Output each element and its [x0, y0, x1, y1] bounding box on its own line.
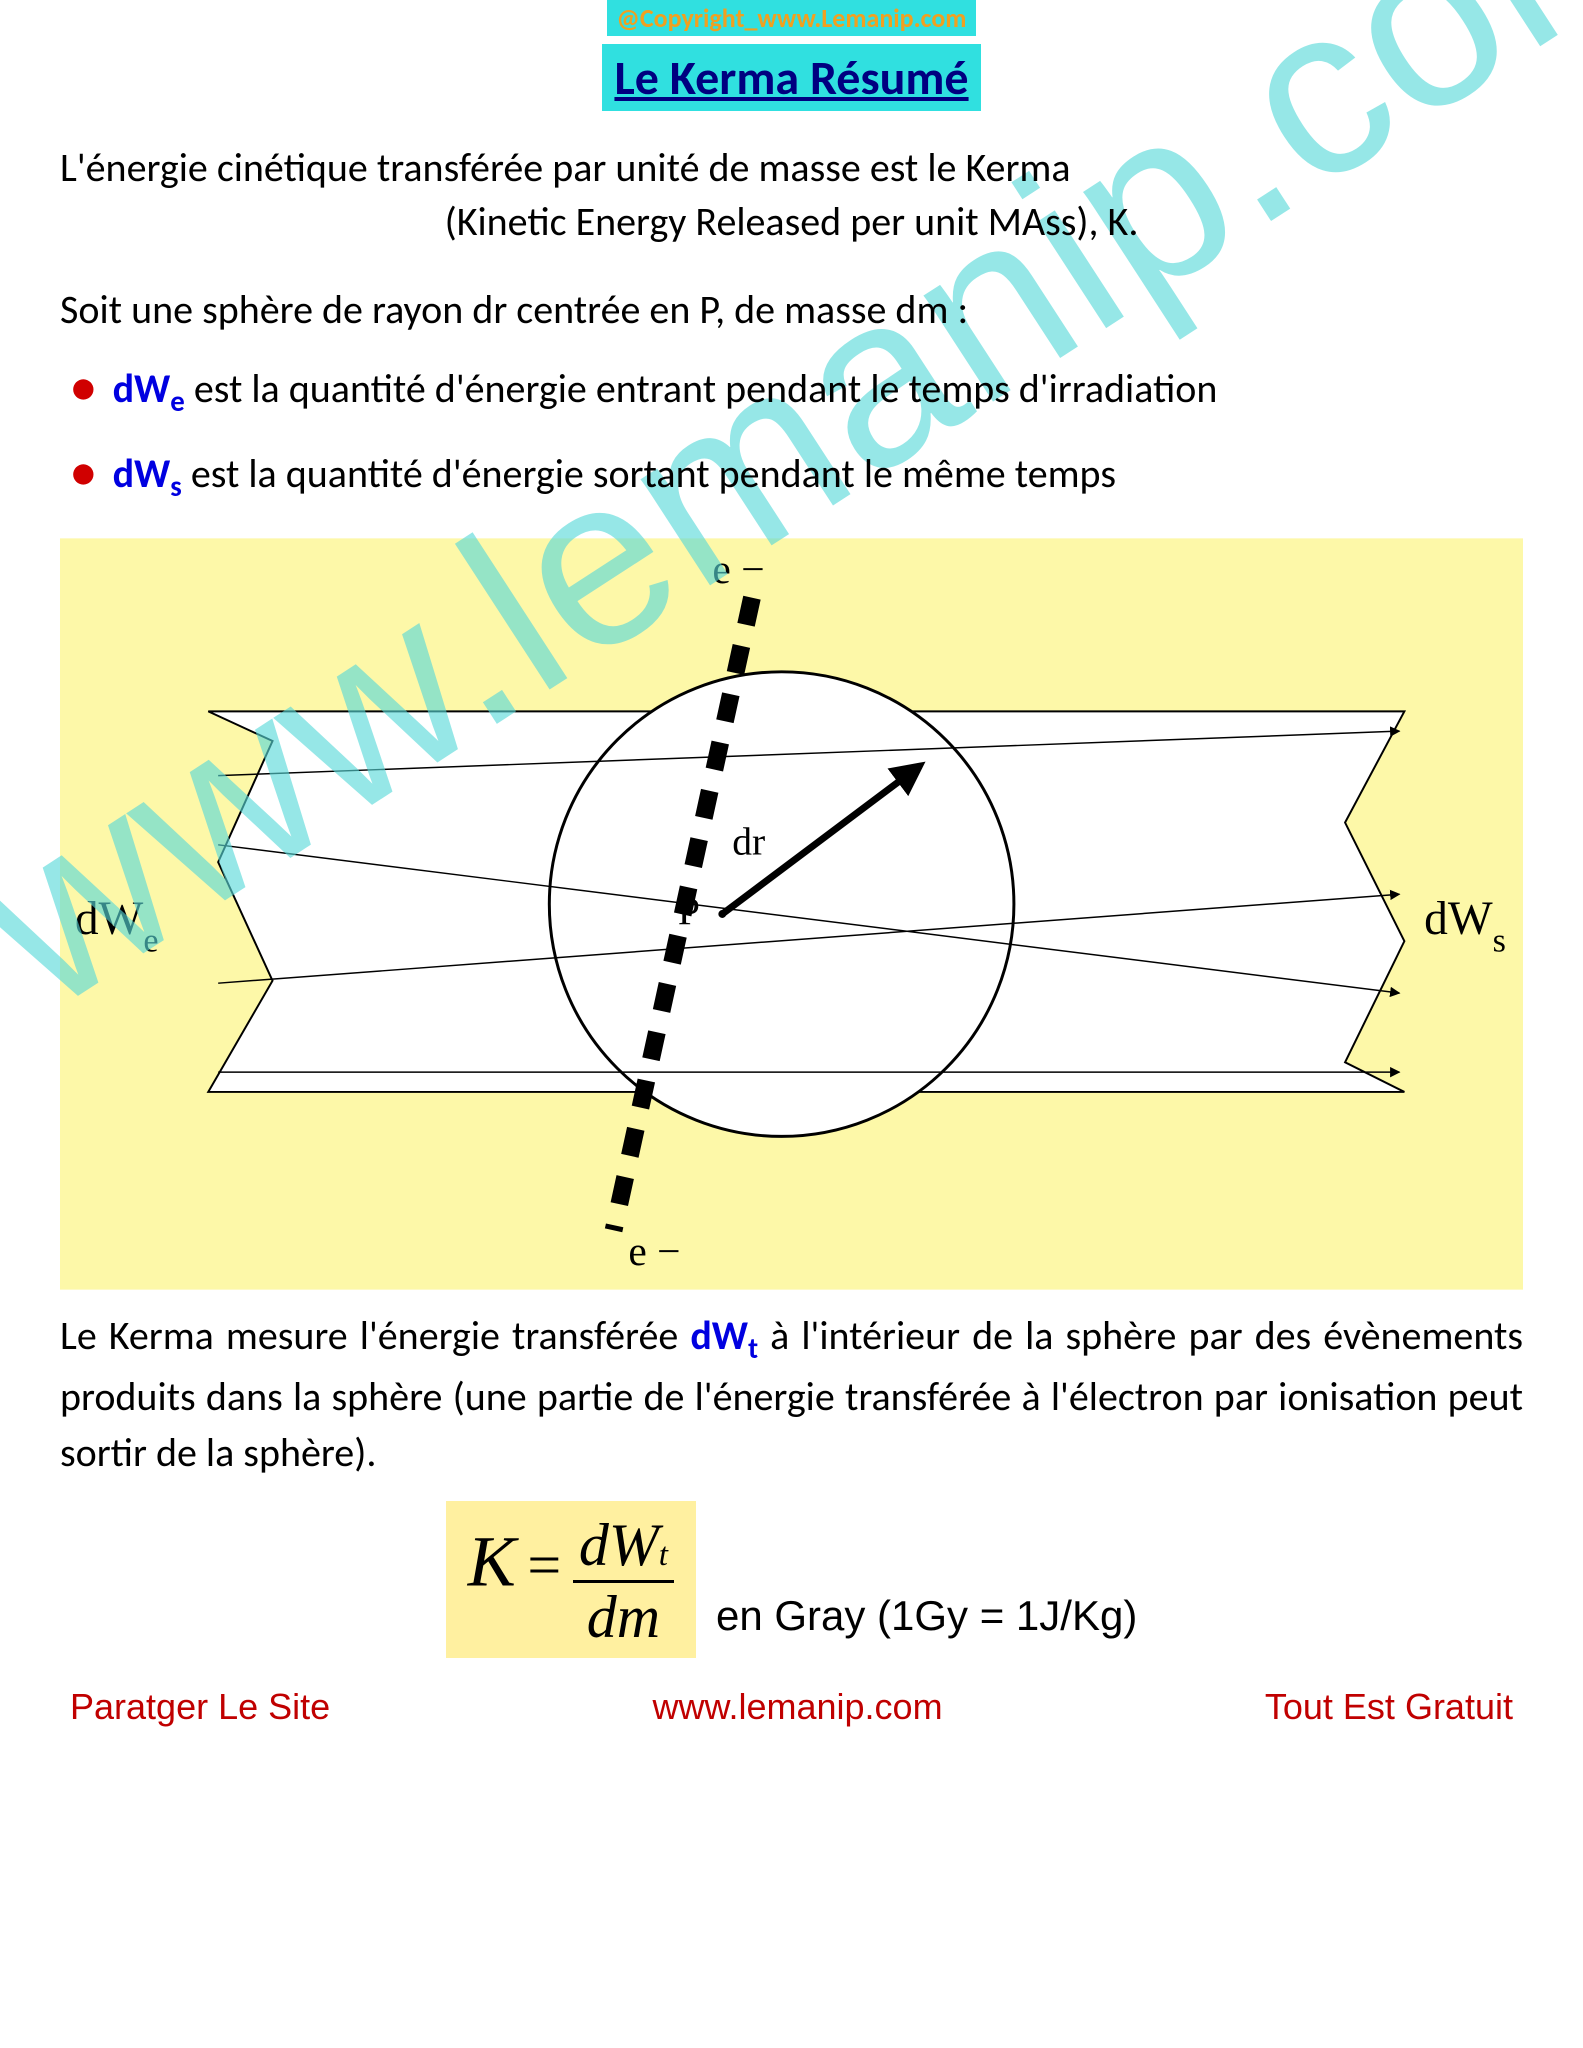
bullet-item: ● dWs est la quantité d'énergie sortant … — [60, 446, 1523, 507]
formula-unit: en Gray (1Gy = 1J/Kg) — [716, 1592, 1137, 1658]
svg-text:e −: e − — [712, 545, 764, 591]
page-footer: Paratger Le Site www.lemanip.com Tout Es… — [60, 1686, 1523, 1728]
bullet-rest: est la quantité d'énergie sortant pendan… — [182, 449, 1116, 498]
svg-text:P: P — [678, 889, 700, 933]
svg-text:e −: e − — [628, 1228, 680, 1274]
formula-num-sub: t — [659, 1537, 668, 1573]
para-kerma-measure: Le Kerma mesure l'énergie transférée dWt… — [60, 1308, 1523, 1481]
para2-sym: dW — [690, 1311, 748, 1360]
copyright-text: @Copyright_www.Lemanip.com — [607, 0, 977, 36]
bullet-dot-icon: ● — [70, 361, 97, 414]
formula-box: K = dWt dm — [446, 1501, 696, 1658]
formula-eq: = — [519, 1532, 569, 1598]
para2-pre: Le Kerma mesure l'énergie transférée — [60, 1311, 690, 1360]
sphere-intro: Soit une sphère de rayon dr centrée en P… — [60, 283, 1523, 337]
bullet-dot-icon: ● — [70, 446, 97, 499]
footer-left: Paratger Le Site — [70, 1686, 330, 1728]
formula-den: dm — [573, 1583, 674, 1652]
bullet-sub: e — [170, 384, 185, 419]
formula-row: K = dWt dm en Gray (1Gy = 1J/Kg) — [60, 1501, 1523, 1658]
svg-text:dr: dr — [732, 819, 765, 863]
formula-fraction: dWt dm — [573, 1511, 674, 1652]
bullet-rest: est la quantité d'énergie entrant pendan… — [185, 364, 1218, 413]
kerma-diagram: e −e −drPdWedWs — [60, 538, 1523, 1290]
intro-line1: L'énergie cinétique transférée par unité… — [60, 141, 1523, 195]
page-title: Le Kerma Résumé — [602, 44, 980, 111]
title-wrap: Le Kerma Résumé — [60, 44, 1523, 111]
bullet-item: ● dWe est la quantité d'énergie entrant … — [60, 361, 1523, 422]
footer-right: Tout Est Gratuit — [1265, 1686, 1513, 1728]
footer-center: www.lemanip.com — [652, 1686, 942, 1728]
intro-line2: (Kinetic Energy Released per unit MAss),… — [60, 195, 1523, 249]
bullet-sub: s — [170, 469, 182, 504]
bullet-text: dWe est la quantité d'énergie entrant pe… — [113, 361, 1523, 422]
formula-num: dW — [579, 1512, 659, 1578]
copyright-wrap: @Copyright_www.Lemanip.com — [60, 0, 1523, 36]
bullet-list: ● dWe est la quantité d'énergie entrant … — [60, 361, 1523, 508]
bullet-text: dWs est la quantité d'énergie sortant pe… — [113, 446, 1523, 507]
para2-sub: t — [748, 1331, 758, 1366]
bullet-sym: dW — [113, 364, 171, 413]
formula-K: K — [468, 1521, 516, 1601]
bullet-sym: dW — [113, 449, 171, 498]
